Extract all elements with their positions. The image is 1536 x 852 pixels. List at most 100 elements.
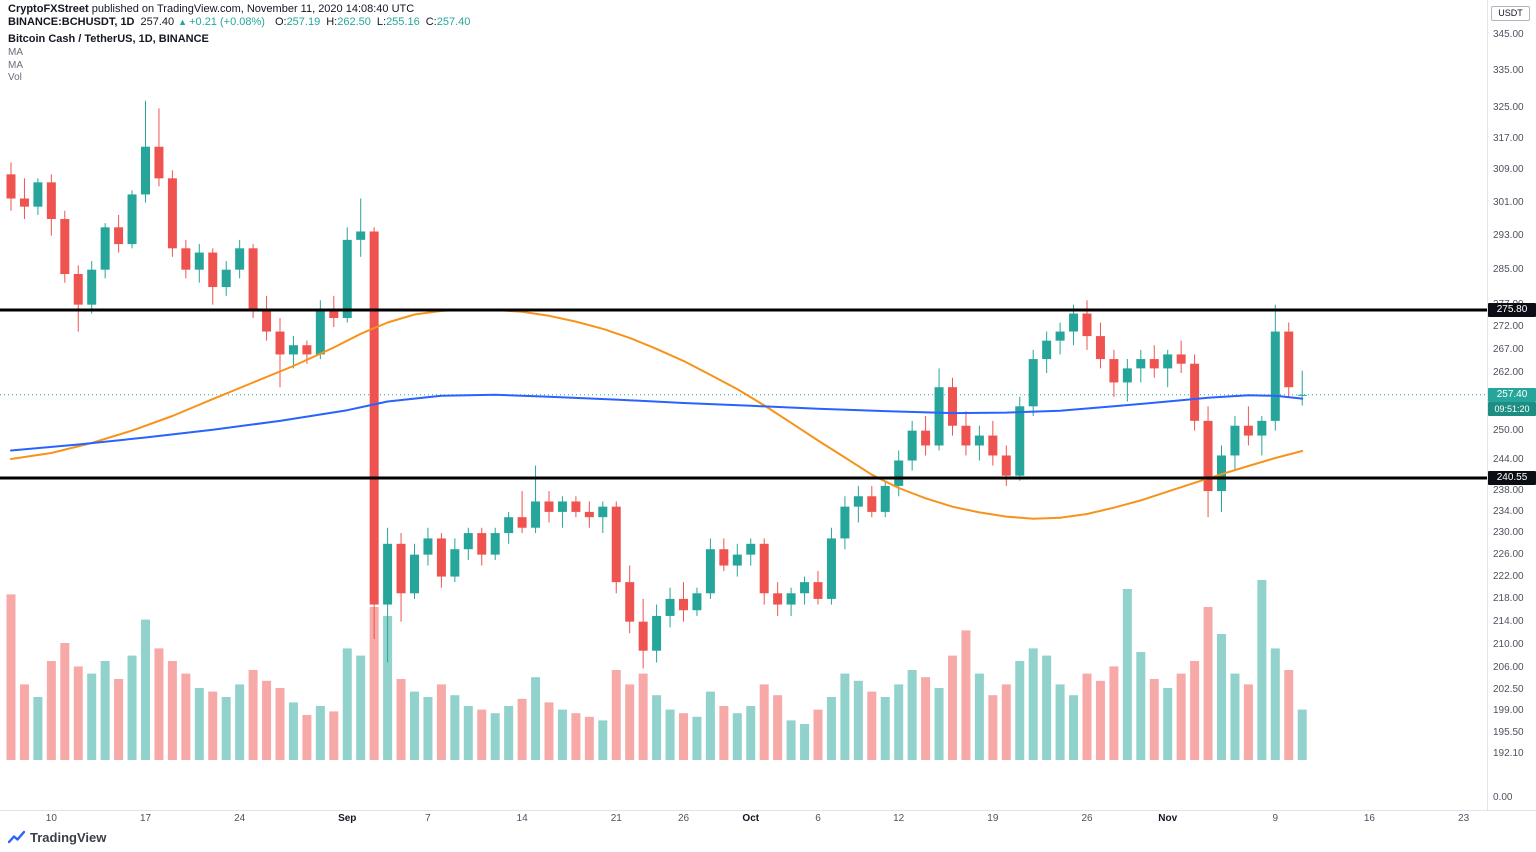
volume-bar xyxy=(1217,634,1226,760)
volume-bar xyxy=(342,648,352,760)
candle-body xyxy=(692,593,702,611)
volume-bar xyxy=(692,716,702,760)
candle-body xyxy=(840,506,850,539)
candle-body xyxy=(1297,394,1307,396)
candle-body xyxy=(1001,455,1011,476)
candle-body xyxy=(342,239,352,319)
volume-zero-label: 0.00 xyxy=(1493,792,1513,803)
volume-bar xyxy=(1015,661,1025,760)
high-label: H: xyxy=(326,16,338,28)
volume-bar xyxy=(423,697,433,760)
volume-bar xyxy=(1149,679,1159,760)
volume-bar xyxy=(1122,589,1132,760)
attribution-text: published on TradingView.com, November 1… xyxy=(88,3,415,15)
volume-bar xyxy=(463,706,473,760)
candle-body xyxy=(773,593,783,605)
price-axis-label: 214.00 xyxy=(1493,615,1524,627)
last-price-value: 257.40 xyxy=(140,16,175,28)
time-axis[interactable]: 10 17 24 Sep 7 14 21 26 Oct 6 12 19 26 Nov 9 16 23 xyxy=(0,810,1536,827)
candle-body xyxy=(315,309,325,355)
price-axis-label: 210.00 xyxy=(1493,638,1524,650)
price-axis-label: 293.00 xyxy=(1493,229,1524,241)
candle-body xyxy=(1176,354,1186,364)
time-axis-label: 19 xyxy=(987,813,999,824)
candle-body xyxy=(73,273,83,305)
indicator-ma-2[interactable]: MA xyxy=(8,59,23,71)
price-axis-label: 262.00 xyxy=(1493,367,1524,379)
volume-bar xyxy=(907,670,917,760)
tradingview-logo[interactable]: TradingView xyxy=(8,830,106,845)
volume-bar xyxy=(584,716,594,760)
last-price-badge: 257.40 xyxy=(1488,387,1536,402)
candle-body xyxy=(1257,420,1267,436)
high-value: 262.50 xyxy=(337,16,371,28)
candle-body xyxy=(705,549,715,594)
volume-bar xyxy=(1055,684,1065,760)
candle-body xyxy=(1082,313,1092,337)
candle-body xyxy=(181,248,191,270)
volume-bar xyxy=(934,688,944,760)
volume-bar xyxy=(853,680,863,760)
volume-bar xyxy=(450,695,460,760)
time-axis-label: 17 xyxy=(139,813,152,824)
volume-bar xyxy=(19,684,29,760)
candle-body xyxy=(1136,359,1146,369)
candle-body xyxy=(934,387,944,446)
volume-bar xyxy=(826,697,836,760)
volume-bar xyxy=(557,709,567,760)
open-label: O: xyxy=(274,16,287,28)
time-axis-label: 6 xyxy=(815,813,821,824)
candle-body xyxy=(1069,313,1079,332)
volume-bar xyxy=(1082,673,1092,760)
volume-bar xyxy=(813,709,823,760)
candle-body xyxy=(504,517,514,534)
candle-body xyxy=(1190,363,1200,421)
volume-bar xyxy=(517,698,527,760)
candle-body xyxy=(665,598,675,616)
candle-body xyxy=(1149,359,1159,369)
price-axis-label: 345.00 xyxy=(1493,28,1524,40)
candle-body xyxy=(826,538,836,599)
candle-body xyxy=(1095,336,1105,360)
volume-bar xyxy=(46,661,56,760)
candlestick-chart[interactable] xyxy=(0,0,1487,810)
volume-bar xyxy=(87,673,97,760)
volume-bar xyxy=(1270,648,1280,760)
volume-bar xyxy=(356,655,366,760)
candle-body xyxy=(759,543,769,594)
volume-bar xyxy=(504,706,514,760)
price-axis-label: 206.00 xyxy=(1493,662,1524,674)
time-axis-label: 7 xyxy=(425,813,431,824)
candle-body xyxy=(248,248,258,310)
support-price-badge: 240.55 xyxy=(1488,470,1536,485)
volume-bar xyxy=(127,655,137,760)
candle-body xyxy=(194,252,204,270)
volume-bar xyxy=(961,630,971,760)
price-axis-label: 234.00 xyxy=(1493,505,1524,517)
volume-bar xyxy=(665,709,675,760)
indicator-volume[interactable]: Vol xyxy=(8,72,22,83)
candle-body xyxy=(450,549,460,577)
tradingview-logo-text: TradingView xyxy=(30,830,107,845)
volume-bar xyxy=(1028,648,1038,760)
candle-body xyxy=(746,543,756,555)
volume-bar xyxy=(369,607,379,760)
volume-bar xyxy=(800,724,810,760)
volume-bar xyxy=(1243,684,1253,760)
attribution-line: CryptoFXStreet published on TradingView.… xyxy=(8,3,414,15)
candle-body xyxy=(1284,331,1294,388)
ma-slow-line xyxy=(10,308,1304,520)
candle-body xyxy=(369,231,379,605)
indicator-ma-1[interactable]: MA xyxy=(8,47,23,58)
volume-bar xyxy=(974,673,984,760)
volume-bar xyxy=(490,713,500,760)
time-axis-label: Oct xyxy=(742,813,760,824)
low-value: 255.16 xyxy=(386,16,420,28)
candle-body xyxy=(1243,425,1253,436)
up-arrow-icon: ▲ xyxy=(178,17,188,27)
price-axis[interactable]: USDT 275.80 257.40 09:51:20 240.55 0.00 … xyxy=(1487,0,1536,810)
volume-bar xyxy=(1297,709,1307,760)
currency-unit-button[interactable]: USDT xyxy=(1491,6,1530,21)
candle-body xyxy=(127,194,137,245)
volume-bar xyxy=(988,695,998,760)
